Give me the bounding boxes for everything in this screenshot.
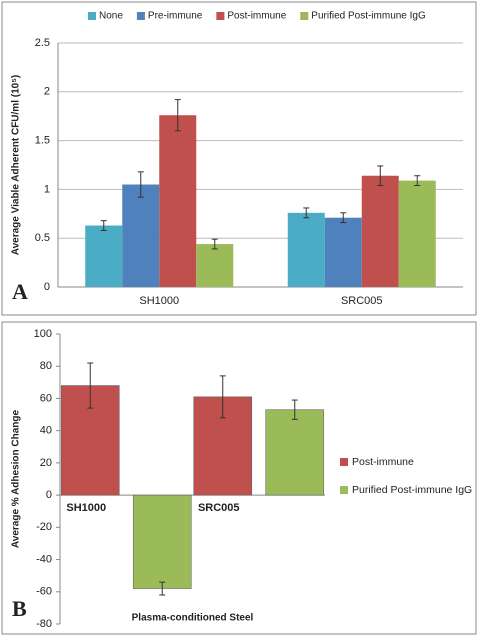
legend-swatch [136,12,145,20]
legend-label: Pre-immune [148,11,203,22]
y-tick-label: 0.5 [35,232,50,244]
bar [361,175,399,287]
y-tick-label: -80 [36,618,52,630]
y-axis-label: Average Viable Adherent CFU/ml (10⁵) [11,75,22,256]
legend-label: Post-immune [352,456,414,468]
bar [85,225,123,287]
panel-label: B [12,596,27,621]
x-tick-label: SRC005 [198,502,240,514]
legend-swatch [216,12,225,20]
error-bar [100,220,107,231]
error-bar [340,212,347,224]
error-bar [303,207,310,219]
bar [196,244,234,287]
error-bar [414,175,421,186]
x-tick-label: SH1000 [139,295,179,307]
panel-label: A [12,279,28,304]
panel-frame [1,1,477,316]
bar [398,180,436,287]
x-tick-label: SRC005 [341,295,383,307]
legend-label: Purified Post-immune IgG [311,11,426,22]
error-bar [87,362,94,409]
panel-frame [1,321,477,635]
y-tick-label: 0 [44,281,50,293]
error-bar [377,165,384,186]
legend-swatch [340,458,348,466]
legend-label: Post-immune [227,11,286,22]
bar [287,212,325,287]
legend-swatch [88,12,96,20]
y-tick-label: -20 [36,521,52,533]
legend-label: None [99,11,123,22]
bar [159,115,197,287]
error-bar [137,171,144,198]
y-tick-label: 60 [40,392,52,404]
y-axis-label: Average % Adhesion Change [11,409,22,548]
bar [122,184,160,287]
legend-swatch [340,486,348,494]
x-tick-label: SH1000 [66,502,106,514]
y-tick-label: 20 [40,457,52,469]
y-tick-label: 2.5 [35,37,50,49]
error-bar [291,399,298,420]
y-tick-label: -40 [36,553,52,565]
legend-label-line: Purified Post-immune IgG [352,484,472,496]
y-tick-label: 1.5 [35,135,50,147]
y-tick-label: 40 [40,425,52,437]
error-bar [219,375,226,419]
error-bar [174,99,181,132]
bar [265,409,325,496]
y-tick-label: 100 [34,328,52,340]
y-tick-label: 0 [46,489,52,501]
y-tick-label: 1 [44,183,50,195]
bar [324,217,362,287]
error-bar [159,581,166,596]
y-tick-label: 80 [40,360,52,372]
bar [132,494,192,589]
legend-label: Purified Post-immune IgG [352,484,472,496]
y-tick-label: 2 [44,86,50,98]
y-tick-label: -60 [36,586,52,598]
legend-swatch [300,12,309,20]
x-axis-label: Plasma-conditioned Steel [132,613,254,624]
error-bar [211,238,218,250]
